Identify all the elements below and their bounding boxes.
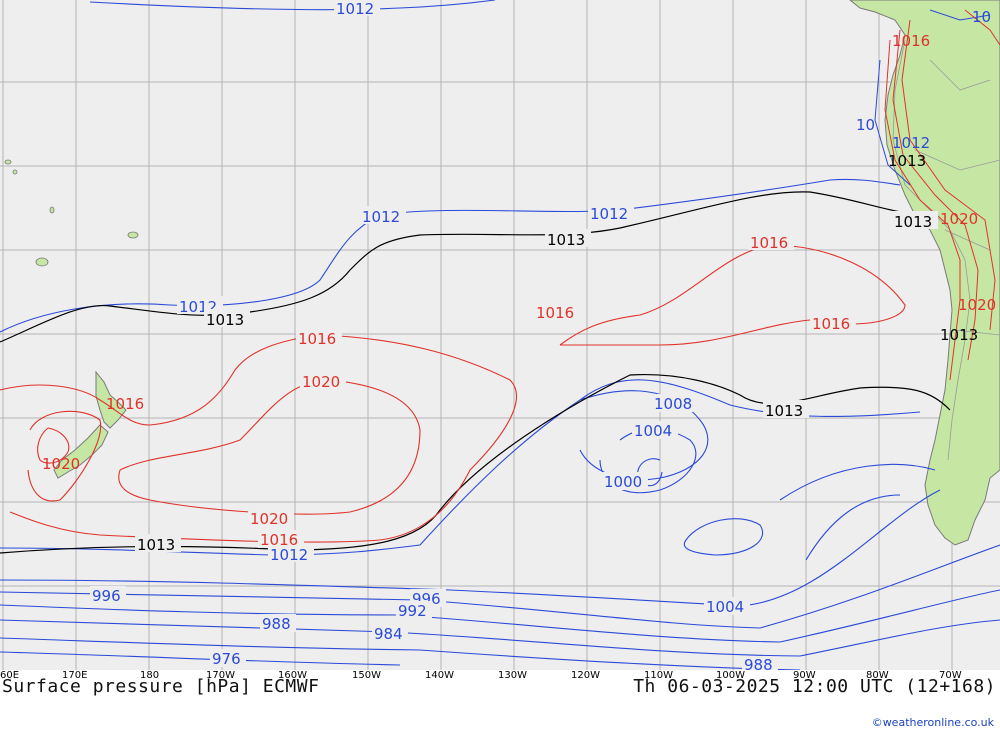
isobar-label: 1004 — [634, 422, 672, 440]
isobar-label: 1016 — [298, 330, 336, 348]
lon-label: 90W — [793, 670, 816, 681]
isobar-label: 10 — [972, 8, 991, 26]
ocean-background — [0, 0, 1000, 670]
isobar-label: 1004 — [706, 598, 744, 616]
isobar-label: 1016 — [750, 234, 788, 252]
lon-label: 100W — [716, 670, 745, 681]
lon-label: 70W — [939, 670, 962, 681]
isobars-low — [0, 0, 1000, 670]
isobar-label: 1000 — [604, 473, 642, 491]
lon-label: 80W — [866, 670, 889, 681]
isobar-label: 1013 — [940, 326, 978, 344]
isobar-label: 988 — [744, 656, 773, 670]
lon-label: 170W — [206, 670, 235, 681]
lon-label: 170E — [62, 670, 87, 681]
lon-label: 110W — [644, 670, 673, 681]
isobar-label: 1016 — [892, 32, 930, 50]
isobar-label: 1020 — [42, 455, 80, 473]
isobar-label: 1012 — [336, 0, 374, 18]
isobar-label: 988 — [262, 615, 291, 633]
isobars-high — [0, 244, 906, 543]
isobar-labels: 1012 1012 1012 1012 1012 1012 10 10 1013… — [42, 0, 996, 670]
isobar-label: 10 — [856, 116, 875, 134]
isobar-label: 1020 — [302, 373, 340, 391]
pacific-islands — [4, 159, 139, 267]
isobar-label: 1020 — [958, 296, 996, 314]
isobar-label: 1012 — [590, 205, 628, 223]
isobar-label: 1013 — [206, 311, 244, 329]
lon-label: 160W — [278, 670, 307, 681]
pressure-map: 1012 1012 1012 1012 1012 1012 10 10 1013… — [0, 0, 1000, 670]
graticule — [0, 0, 1000, 670]
isobar-label: 1016 — [812, 315, 850, 333]
andes-contours — [892, 39, 971, 461]
lon-label: 140W — [425, 670, 454, 681]
south-america-land — [849, 0, 1000, 546]
isobar-label: 984 — [374, 625, 403, 643]
isobar-label: 996 — [92, 587, 121, 605]
isobar-label: 1013 — [765, 402, 803, 420]
new-zealand-north-island — [95, 370, 127, 429]
isobar-label: 1020 — [250, 510, 288, 528]
isobar-label: 1013 — [888, 152, 926, 170]
isobar-label: 976 — [212, 650, 241, 668]
isobars-1013 — [0, 191, 951, 554]
isobar-label: 1013 — [894, 213, 932, 231]
valid-time: Th 06-03-2025 12:00 UTC (12+168) — [633, 676, 996, 697]
map-title: Surface pressure [hPa] ECMWF — [2, 676, 320, 697]
isobar-label: 1013 — [547, 231, 585, 249]
new-zealand-south-island — [53, 424, 109, 479]
lon-label: 180 — [140, 670, 159, 681]
andes-isobars — [874, 9, 1000, 381]
longitude-axis: 60E 170E 180 170W 160W 150W 140W 130W 12… — [0, 670, 962, 681]
isobar-label: 1016 — [536, 304, 574, 322]
isobar-label: 992 — [398, 602, 427, 620]
isobar-label: 1012 — [362, 208, 400, 226]
credit-link[interactable]: ©weatheronline.co.uk — [871, 716, 994, 729]
isobar-label: 1008 — [654, 395, 692, 413]
lon-label: 130W — [498, 670, 527, 681]
isobar-label: 1012 — [892, 134, 930, 152]
isobar-label: 1016 — [106, 395, 144, 413]
isobar-label: 1016 — [260, 531, 298, 549]
isobar-label: 1020 — [940, 210, 978, 228]
lon-label: 60E — [0, 670, 19, 681]
country-borders — [914, 59, 1000, 336]
isobar-label: 1012 — [270, 546, 308, 564]
isobar-label: 1013 — [137, 536, 175, 554]
lon-label: 150W — [352, 670, 381, 681]
lon-label: 120W — [571, 670, 600, 681]
